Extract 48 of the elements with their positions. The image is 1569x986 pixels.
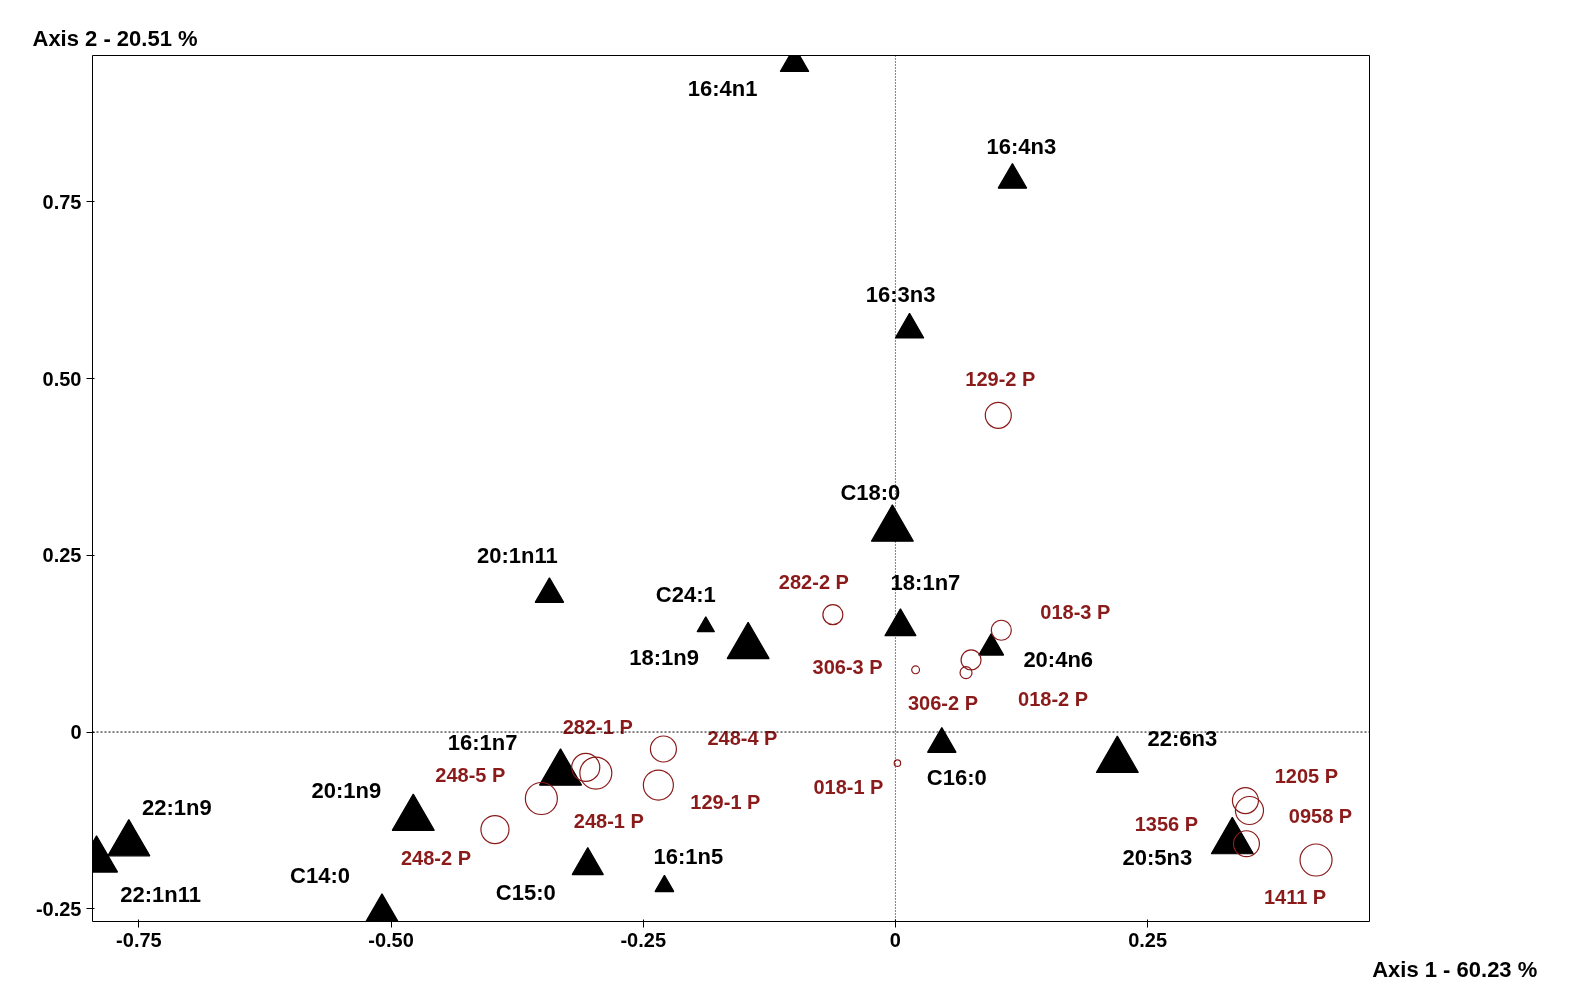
data-label: 306-2 P xyxy=(908,691,979,714)
data-label: 018-2 P xyxy=(1018,687,1089,710)
data-label: 248-1 P xyxy=(573,810,644,833)
data-label: 248-5 P xyxy=(435,764,506,787)
data-label: C14:0 xyxy=(290,863,350,889)
data-label: 129-2 P xyxy=(965,368,1036,391)
data-label: 20:5n3 xyxy=(1122,845,1193,871)
annotation: 1411 P xyxy=(1263,886,1327,908)
data-label: C15:0 xyxy=(495,880,556,906)
data-label: 248-4 P xyxy=(707,727,778,750)
annotation: 1205 P xyxy=(1274,764,1339,787)
data-label: 16:4n3 xyxy=(986,134,1057,160)
x-tick-label: -0.50 xyxy=(368,928,414,951)
y-tick-label: 0.25 xyxy=(42,544,82,567)
data-label: 248-2 P xyxy=(400,846,471,869)
data-label: 306-3 P xyxy=(812,655,883,678)
data-label: 16:1n7 xyxy=(447,729,518,755)
data-label: 20:4n6 xyxy=(1023,647,1094,673)
data-label: 282-1 P xyxy=(562,716,633,739)
data-label: 22:1n11 xyxy=(120,882,201,908)
data-label: 282-2 P xyxy=(778,570,849,593)
data-label: 18:1n7 xyxy=(890,570,961,596)
data-label: 16:1n5 xyxy=(653,843,724,869)
y-tick-label: 0.75 xyxy=(42,190,82,213)
x-tick-label: 0 xyxy=(889,928,901,951)
y-tick-label: 0.50 xyxy=(42,367,82,390)
annotation: 1356 P xyxy=(1134,812,1199,835)
x-axis-title: Axis 1 - 60.23 % xyxy=(1372,956,1538,982)
data-label: C24:1 xyxy=(655,582,716,608)
data-label: C18:0 xyxy=(840,479,901,505)
data-label: 22:1n9 xyxy=(141,795,212,821)
x-tick-label: -0.75 xyxy=(116,928,162,951)
data-label: 18:1n9 xyxy=(629,645,700,670)
y-axis-title: Axis 2 - 20.51 % xyxy=(32,25,198,51)
x-tick-label: -0.25 xyxy=(620,928,667,951)
y-tick-label: -0.25 xyxy=(35,897,82,920)
data-label: 129-1 P xyxy=(690,791,761,814)
x-tick-label: 0.25 xyxy=(1128,928,1168,951)
data-label: 20:1n9 xyxy=(311,777,382,803)
data-label: C16:0 xyxy=(926,764,987,790)
data-label: 018-3 P xyxy=(1040,601,1111,624)
y-tick-label: 0 xyxy=(70,721,82,744)
data-label: 20:1n11 xyxy=(477,542,558,568)
data-label: 16:3n3 xyxy=(865,282,936,308)
annotation: 0958 P xyxy=(1288,804,1353,827)
data-label: 22:6n3 xyxy=(1147,725,1218,751)
data-label: 16:4n1 xyxy=(687,75,758,101)
data-label: 018-1 P xyxy=(813,776,884,799)
